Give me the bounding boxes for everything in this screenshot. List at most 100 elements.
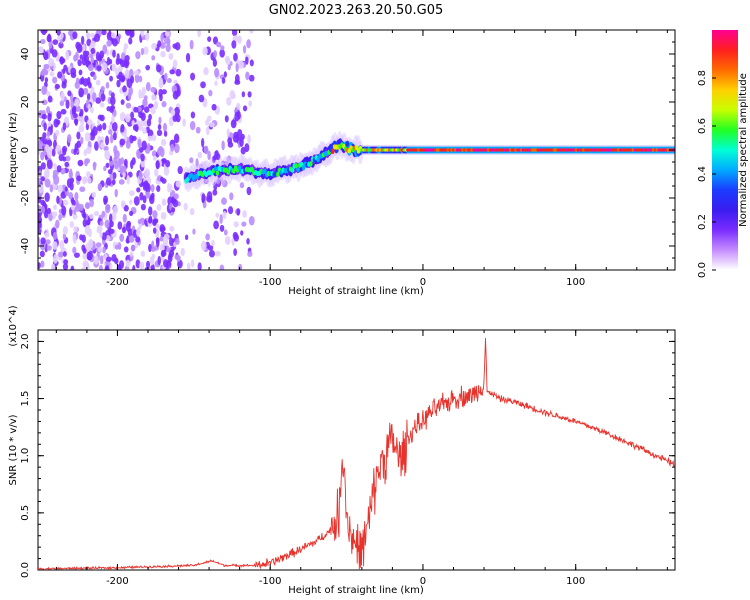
- spectrogram-noise-cell: [123, 246, 129, 253]
- spectrogram-noise-cell: [141, 140, 147, 151]
- spectrogram-noise-cell: [207, 245, 214, 251]
- y-tick-label: -20: [20, 190, 31, 206]
- spectrogram-noise-cell: [161, 101, 167, 108]
- spectrogram-noise-cell: [159, 94, 163, 102]
- spectrogram-noise-cell: [213, 50, 218, 58]
- spectrogram-noise-cell: [94, 33, 101, 42]
- spectrogram-noise-cell: [46, 131, 51, 137]
- spectrogram-noise-cell: [87, 177, 92, 184]
- spectrogram-noise-cell: [103, 198, 107, 205]
- spectrogram-noise-cell: [92, 161, 97, 171]
- spectrogram-noise-cell: [56, 30, 61, 36]
- spectrogram-noise-cell: [41, 68, 48, 76]
- spectrogram-noise-cell: [212, 189, 218, 196]
- spectrogram-ridge-core: [296, 166, 300, 173]
- spectrogram-noise-cell: [46, 148, 52, 159]
- colorbar-label: Normalized spectral amplitude: [738, 73, 749, 227]
- spectrogram-noise-cell: [203, 145, 209, 155]
- spectrogram-noise-cell: [154, 100, 159, 110]
- spectrogram-noise-cell: [200, 81, 206, 89]
- spectrogram-y-ticks: -40 -20 0 20 40: [20, 29, 675, 271]
- spectrogram-noise-cell: [165, 43, 171, 53]
- spectrogram-noise-cell: [130, 111, 135, 120]
- spectrogram-noise-cell: [125, 259, 131, 268]
- spectrogram-noise-cell: [46, 91, 51, 97]
- spectrogram-noise-cell: [120, 52, 126, 61]
- spectrogram-noise-cell: [141, 86, 146, 96]
- spectrogram-noise-cell: [140, 250, 146, 257]
- spectrogram-noise-cell: [121, 75, 126, 82]
- spectrogram-ridge-core: [301, 165, 306, 171]
- spectrogram-noise-cell: [105, 256, 112, 262]
- spectrogram-noise-cell: [62, 122, 67, 131]
- spectrogram-noise-cell: [145, 191, 151, 199]
- spectrogram-noise-cell: [129, 251, 134, 257]
- spectrogram-noise-cell: [56, 110, 62, 120]
- spectrogram-noise-cell: [246, 186, 252, 196]
- spectrogram-noise-cell: [41, 99, 48, 106]
- spectrogram-noise-cell: [126, 175, 130, 185]
- spectrogram-noise-cell: [65, 50, 70, 61]
- spectrogram-noise-cell: [105, 203, 111, 214]
- spectrogram-noise-cell: [227, 64, 231, 71]
- spectrogram-noise-cell: [156, 64, 162, 73]
- spectrogram-noise-cell: [133, 70, 140, 76]
- spectrogram-noise-cell: [67, 134, 72, 143]
- spectrogram-noise-cell: [206, 195, 213, 203]
- y-tick-label: 20: [20, 96, 31, 109]
- spectrogram-noise-cell: [168, 237, 174, 247]
- spectrogram-noise-cell: [236, 208, 241, 216]
- spectrogram-noise-cell: [85, 203, 91, 209]
- spectrogram-noise-cell: [233, 233, 240, 242]
- spectrogram-noise-cell: [71, 106, 77, 117]
- spectrogram-noise-cell: [208, 89, 213, 97]
- spectrogram-noise-cell: [112, 38, 118, 47]
- y-tick-label: 40: [20, 48, 31, 61]
- spectrogram-noise-cell: [136, 228, 141, 237]
- spectrogram-noise-cell: [89, 213, 94, 220]
- spectrogram-noise-cell: [157, 123, 162, 131]
- spectrogram-noise-cell: [123, 158, 128, 167]
- spectrogram-noise-cell: [110, 32, 116, 39]
- spectrogram-noise-cell: [109, 75, 114, 82]
- spectrogram-noise-cell: [140, 47, 145, 56]
- spectrogram-noise-cell: [215, 250, 221, 257]
- spectrogram-noise-cell: [40, 260, 45, 268]
- spectrogram-noise-cell: [235, 62, 239, 73]
- spectrogram-noise-cell: [174, 238, 180, 245]
- snr-frame: [37, 329, 676, 571]
- spectrogram-noise-cell: [237, 35, 242, 44]
- spectrogram-noise-cell: [76, 131, 81, 140]
- spectrogram-noise-cell: [247, 251, 253, 257]
- spectrogram-noise-cell: [74, 81, 80, 89]
- spectrogram-noise-cell: [59, 100, 65, 107]
- spectrogram-ridge-core: [331, 148, 335, 154]
- spectrogram-noise-cell: [46, 245, 52, 251]
- spectrogram-noise-cell: [79, 108, 84, 117]
- spectrogram-noise-cell: [162, 237, 169, 247]
- colorbar-tick-label: 0.6: [697, 118, 708, 134]
- spectrogram-noise-cell: [108, 213, 113, 223]
- spectrogram-noise-cell: [86, 119, 93, 126]
- spectrogram-noise-cell: [160, 32, 164, 43]
- spectrogram-noise-cell: [79, 186, 86, 193]
- spectrogram-noise-cell: [76, 43, 83, 53]
- spectrogram-noise-cell: [145, 126, 151, 134]
- spectrogram-noise-cell: [248, 100, 252, 107]
- spectrogram-noise-cell: [174, 254, 180, 261]
- spectrogram-noise-cell: [147, 135, 153, 142]
- spectrogram-noise-cell: [148, 113, 152, 121]
- spectrogram-noise-cell: [108, 30, 112, 38]
- spectrogram-noise-cell: [231, 30, 238, 37]
- spectrogram-noise-cell: [38, 184, 44, 194]
- y-tick-label: 0: [20, 147, 31, 153]
- spectrogram-noise-cell: [142, 195, 147, 204]
- spectrogram-noise-cell: [249, 30, 254, 34]
- spectrogram-noise-cell: [156, 203, 162, 211]
- spectrogram-noise-cell: [198, 94, 205, 103]
- spectrogram-noise-cell: [42, 132, 47, 140]
- spectrogram-noise-cell: [86, 38, 92, 47]
- spectrogram-noise-cell: [221, 77, 226, 84]
- spectrogram-noise-cell: [82, 176, 87, 185]
- spectrogram-noise-cell: [211, 103, 217, 111]
